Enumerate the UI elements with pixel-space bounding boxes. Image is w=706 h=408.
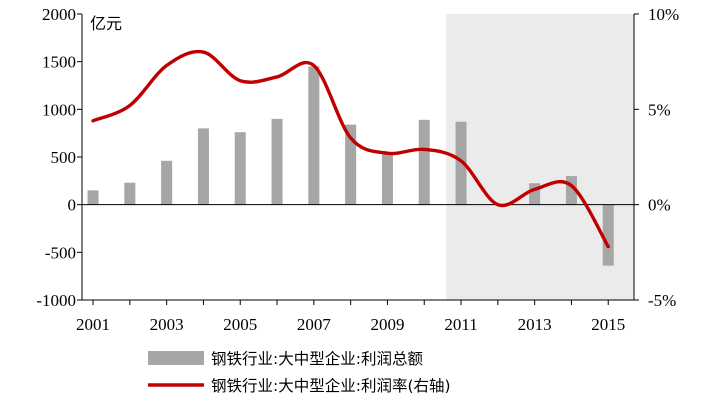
x-tick-label: 2009 xyxy=(370,315,404,334)
bar-2006 xyxy=(271,118,283,205)
left-unit-label: 亿元 xyxy=(90,14,122,33)
x-tick-label: 2013 xyxy=(518,315,552,334)
x-axis-ticks: 2001 2003 2005 2007 2009 2011 2013 2015 xyxy=(76,300,625,334)
x-tick-label: 2003 xyxy=(150,315,184,334)
legend: 钢铁行业:大中型企业:利润总额 钢铁行业:大中型企业:利润率(右轴) xyxy=(148,350,451,395)
left-tick-label: 0 xyxy=(68,196,77,215)
x-tick-label: 2015 xyxy=(591,315,625,334)
bar-2011 xyxy=(455,121,467,205)
bar-2015 xyxy=(602,204,614,266)
left-tick-label: 1000 xyxy=(42,100,76,119)
legend-line-label: 钢铁行业:大中型企业:利润率(右轴) xyxy=(211,377,451,395)
left-tick-label: -500 xyxy=(45,243,76,262)
shaded-region xyxy=(446,14,634,300)
x-tick-label: 2007 xyxy=(297,315,332,334)
bar-2013 xyxy=(529,183,541,205)
right-tick-label: 10% xyxy=(648,5,679,24)
left-tick-label: 500 xyxy=(51,148,77,167)
bar-2008 xyxy=(345,124,357,205)
legend-bar-label: 钢铁行业:大中型企业:利润总额 xyxy=(211,350,423,368)
profit-rate-line xyxy=(91,49,610,249)
bar-series xyxy=(87,66,614,266)
bar-2009 xyxy=(381,153,393,205)
x-tick-label: 2001 xyxy=(76,315,110,334)
right-axis-ticks: -5% 0% 5% 10% xyxy=(634,5,679,310)
bar-2014 xyxy=(565,176,577,205)
bar-2007 xyxy=(308,66,320,205)
legend-bar-swatch xyxy=(148,351,204,365)
bar-2010 xyxy=(418,119,430,205)
bar-2001 xyxy=(87,190,99,205)
bar-2004 xyxy=(197,128,209,205)
left-tick-label: 1500 xyxy=(42,53,76,72)
right-tick-label: 5% xyxy=(648,100,671,119)
x-tick-label: 2005 xyxy=(223,315,257,334)
left-tick-label: -1000 xyxy=(36,291,76,310)
left-tick-label: 2000 xyxy=(42,5,76,24)
right-tick-label: 0% xyxy=(648,196,671,215)
left-axis-ticks: -1000 -500 0 500 1000 1500 2000 xyxy=(36,5,82,310)
right-tick-label: -5% xyxy=(648,291,676,310)
bar-2005 xyxy=(234,132,246,205)
bar-2003 xyxy=(161,160,173,205)
x-tick-label: 2011 xyxy=(444,315,477,334)
bar-2002 xyxy=(124,182,136,205)
